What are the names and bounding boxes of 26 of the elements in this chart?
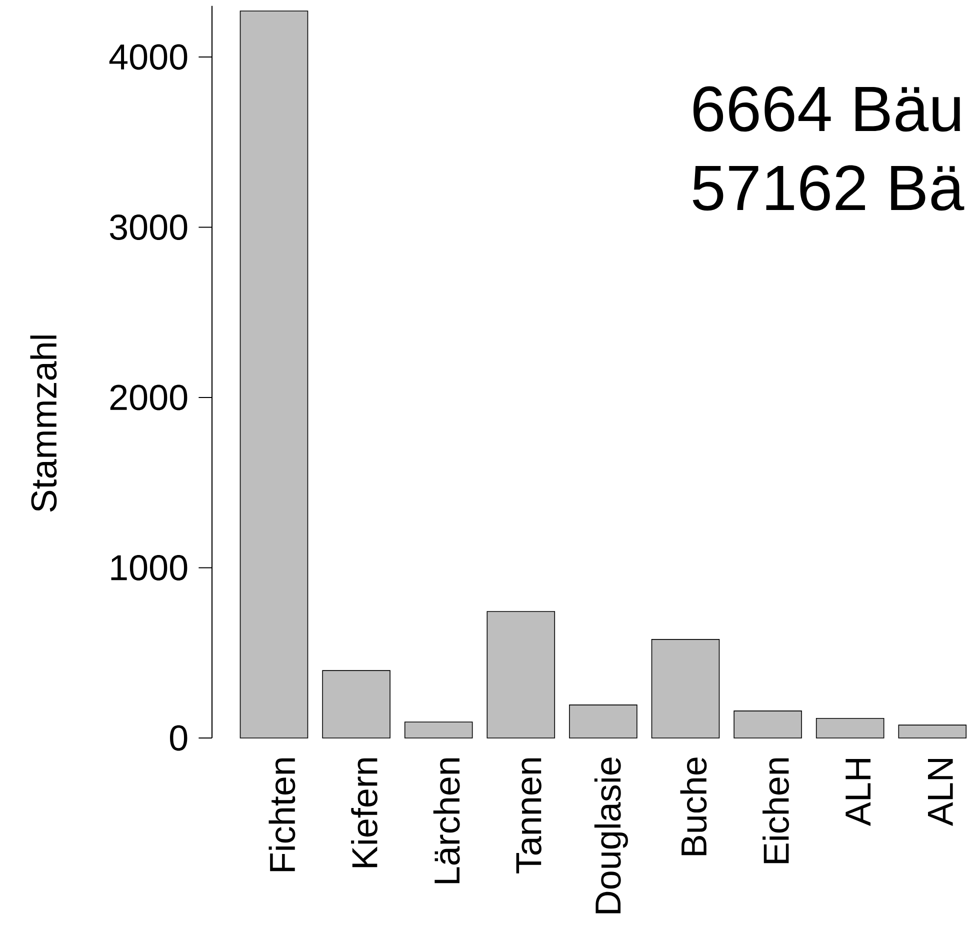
annotation: 57162 Bä <box>692 165 964 211</box>
bar <box>486 611 556 738</box>
bar <box>569 704 638 738</box>
x-tick-label: Fichten <box>268 758 296 872</box>
x-tick-label: Buche <box>680 758 707 856</box>
bar <box>651 639 720 738</box>
x-tick-label: Eichen <box>762 758 790 864</box>
x-tick-label: Lärchen <box>433 758 460 884</box>
x-tick-label: ALH <box>846 758 870 826</box>
x-tick-label: Tannen <box>516 758 542 874</box>
x-tick-label: Douglasie <box>594 758 628 914</box>
bar <box>734 710 802 738</box>
bar <box>898 724 967 738</box>
y-tick-label: 0 <box>170 725 188 751</box>
y-tick-label: 2000 <box>110 384 188 410</box>
annotation: 6664 Bäu <box>694 86 960 132</box>
y-axis-title: Stammzahl <box>30 336 57 512</box>
bar <box>322 670 390 738</box>
x-tick-label: ALN <box>928 758 953 826</box>
y-tick-label: 3000 <box>110 214 188 240</box>
bar <box>404 722 473 738</box>
bar <box>816 718 884 738</box>
y-tick-label: 1000 <box>111 554 188 580</box>
y-tick-label: 4000 <box>109 44 188 70</box>
x-tick-label: Kiefern <box>351 758 378 868</box>
bar <box>240 10 308 738</box>
